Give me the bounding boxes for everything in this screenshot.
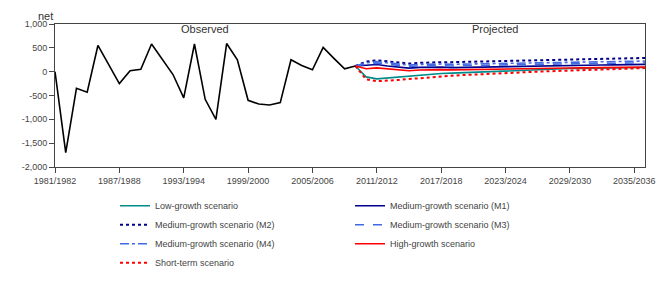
svg-text:500: 500 <box>32 43 47 53</box>
svg-text:High-growth scenario: High-growth scenario <box>390 239 475 249</box>
svg-text:Medium-growth scenario (M2): Medium-growth scenario (M2) <box>155 220 275 230</box>
svg-text:-1,500: -1,500 <box>22 138 48 148</box>
svg-text:2011/2012: 2011/2012 <box>356 176 398 186</box>
svg-text:2023/2024: 2023/2024 <box>484 176 527 186</box>
svg-text:Short-term scenario: Short-term scenario <box>155 258 234 268</box>
svg-text:Low-growth scenario: Low-growth scenario <box>155 201 238 211</box>
svg-text:2035/2036: 2035/2036 <box>613 176 656 186</box>
svg-text:Medium-growth scenario (M1): Medium-growth scenario (M1) <box>390 201 510 211</box>
svg-text:0: 0 <box>42 67 47 77</box>
svg-text:1993/1994: 1993/1994 <box>162 176 205 186</box>
svg-text:1,000: 1,000 <box>25 19 48 29</box>
svg-text:-500: -500 <box>29 91 47 101</box>
svg-text:2017/2018: 2017/2018 <box>420 176 463 186</box>
svg-text:2029/2030: 2029/2030 <box>549 176 592 186</box>
svg-text:net: net <box>38 10 53 22</box>
svg-text:-1,000: -1,000 <box>22 114 48 124</box>
svg-text:1981/1982: 1981/1982 <box>34 176 77 186</box>
svg-text:Medium-growth scenario (M4): Medium-growth scenario (M4) <box>155 239 275 249</box>
svg-text:-2,000: -2,000 <box>22 162 48 172</box>
svg-text:1999/2000: 1999/2000 <box>227 176 270 186</box>
svg-text:1987/1988: 1987/1988 <box>98 176 141 186</box>
svg-text:Observed: Observed <box>181 23 229 35</box>
svg-text:Projected: Projected <box>472 23 518 35</box>
svg-text:Medium-growth scenario (M3): Medium-growth scenario (M3) <box>390 220 510 230</box>
svg-text:2005/2006: 2005/2006 <box>291 176 334 186</box>
